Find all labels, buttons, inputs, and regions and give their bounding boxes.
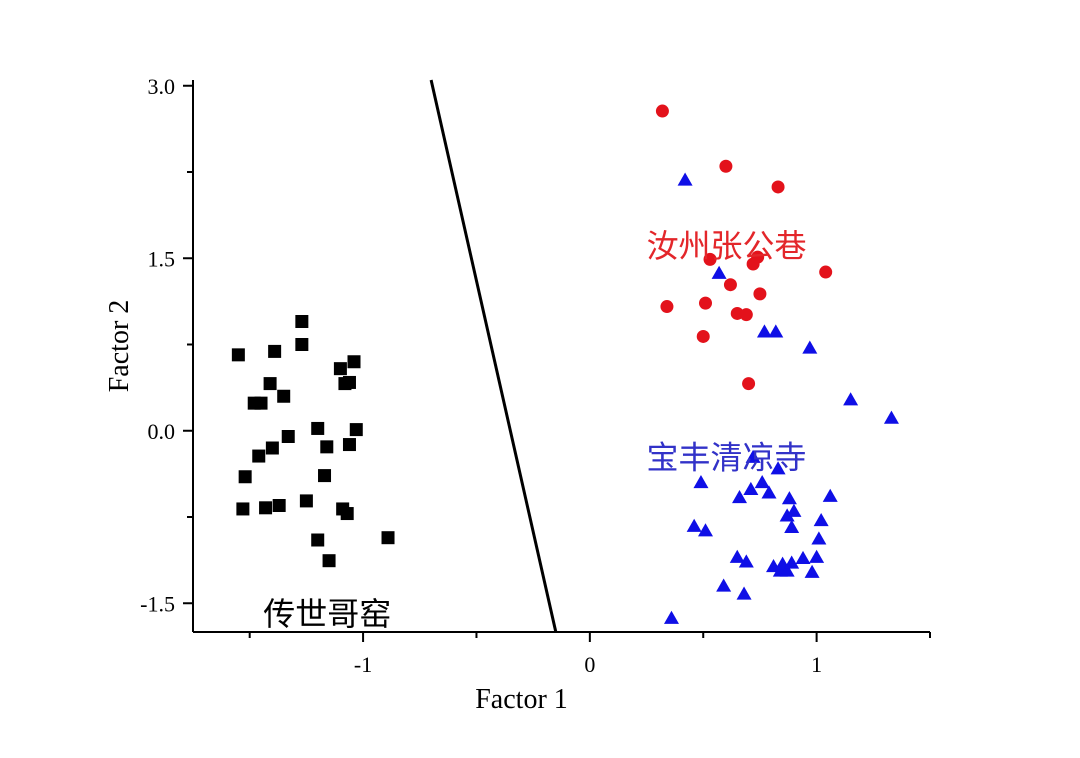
triangle-point: [809, 549, 825, 563]
triangle-point: [729, 549, 745, 563]
triangle-point: [813, 512, 829, 527]
triangle-point: [811, 531, 827, 545]
square-point: [268, 344, 282, 358]
square-point: [295, 338, 309, 351]
triangle-point: [677, 172, 693, 186]
tick-labels: -1 0 1 3.0 1.5 0.0 -1.5: [140, 74, 822, 677]
y-tick-label: -1.5: [140, 591, 175, 616]
square-point: [295, 315, 309, 328]
square-point: [231, 348, 245, 362]
square-point: [254, 396, 268, 410]
circle-point: [753, 287, 767, 301]
triangle-point: [883, 410, 899, 424]
square-point: [318, 469, 332, 483]
square-point: [349, 423, 363, 437]
triangle-point: [786, 503, 802, 517]
square-point: [263, 377, 277, 391]
triangle-point: [693, 475, 709, 489]
group-label-1: 汝州张公巷: [647, 227, 807, 265]
triangle-point: [738, 554, 754, 568]
circle-point: [751, 250, 765, 264]
square-point: [322, 554, 336, 568]
triangle-point: [784, 519, 800, 533]
triangle-point: [716, 578, 732, 592]
square-point: [311, 533, 325, 547]
triangle-point: [770, 461, 786, 475]
triangle-point: [761, 485, 777, 499]
circle-point: [739, 308, 753, 322]
circle-point: [655, 104, 669, 118]
triangle-point: [802, 340, 818, 354]
triangle-point: [686, 518, 702, 532]
y-axis-label: Factor 2: [104, 300, 135, 393]
y-tick-label: 1.5: [148, 246, 176, 271]
y-tick-label: 3.0: [148, 74, 176, 99]
square-point: [333, 362, 347, 376]
square-point: [277, 389, 291, 403]
circle-point: [660, 300, 674, 314]
circle-point: [719, 159, 733, 173]
triangle-point: [804, 564, 820, 578]
circle-point: [819, 265, 833, 279]
ticks: [183, 84, 931, 642]
triangle-point: [779, 563, 795, 577]
square-point: [381, 531, 395, 545]
square-point: [340, 507, 354, 521]
triangle-point: [732, 489, 748, 504]
circle-point: [703, 252, 717, 266]
triangle-point: [711, 265, 727, 279]
x-axis-label: Factor 1: [475, 684, 568, 715]
triangle-point: [781, 491, 797, 505]
triangle-point: [663, 610, 679, 624]
triangle-point: [754, 475, 770, 489]
y-tick-label: 0.0: [148, 419, 176, 444]
axes: [192, 80, 930, 633]
square-point: [272, 499, 286, 512]
triangle-point: [795, 550, 811, 565]
triangle-point: [697, 523, 713, 537]
x-tick-label: 1: [811, 652, 822, 677]
circle-point: [771, 180, 785, 194]
triangle-point: [756, 324, 772, 338]
triangle-point: [843, 392, 859, 406]
circle-point: [742, 377, 756, 391]
group-label-2: 宝丰清凉寺: [647, 438, 807, 476]
square-point: [281, 430, 295, 443]
square-point: [265, 441, 279, 455]
square-point: [342, 375, 356, 389]
circle-point: [723, 278, 737, 292]
triangle-point: [822, 488, 838, 502]
group-label-0: 传世哥窑: [263, 595, 391, 633]
circle-point: [698, 296, 712, 310]
triangle-point: [768, 324, 784, 338]
square-point: [342, 438, 356, 452]
data-points: [231, 104, 899, 624]
circle-point: [696, 329, 710, 343]
square-point: [259, 501, 273, 515]
triangle-point: [784, 555, 800, 569]
square-point: [236, 502, 250, 516]
triangle-point: [736, 586, 752, 600]
square-point: [320, 440, 334, 454]
square-point: [238, 470, 252, 484]
triangle-point: [743, 481, 759, 496]
square-point: [311, 421, 325, 435]
triangle-point: [779, 508, 795, 522]
x-tick-label: -1: [354, 652, 372, 677]
separator-line: [429, 79, 558, 633]
square-point: [299, 494, 313, 508]
square-point: [252, 449, 266, 463]
x-tick-label: 0: [584, 652, 595, 677]
triangle-point: [745, 449, 761, 463]
square-point: [347, 355, 361, 369]
